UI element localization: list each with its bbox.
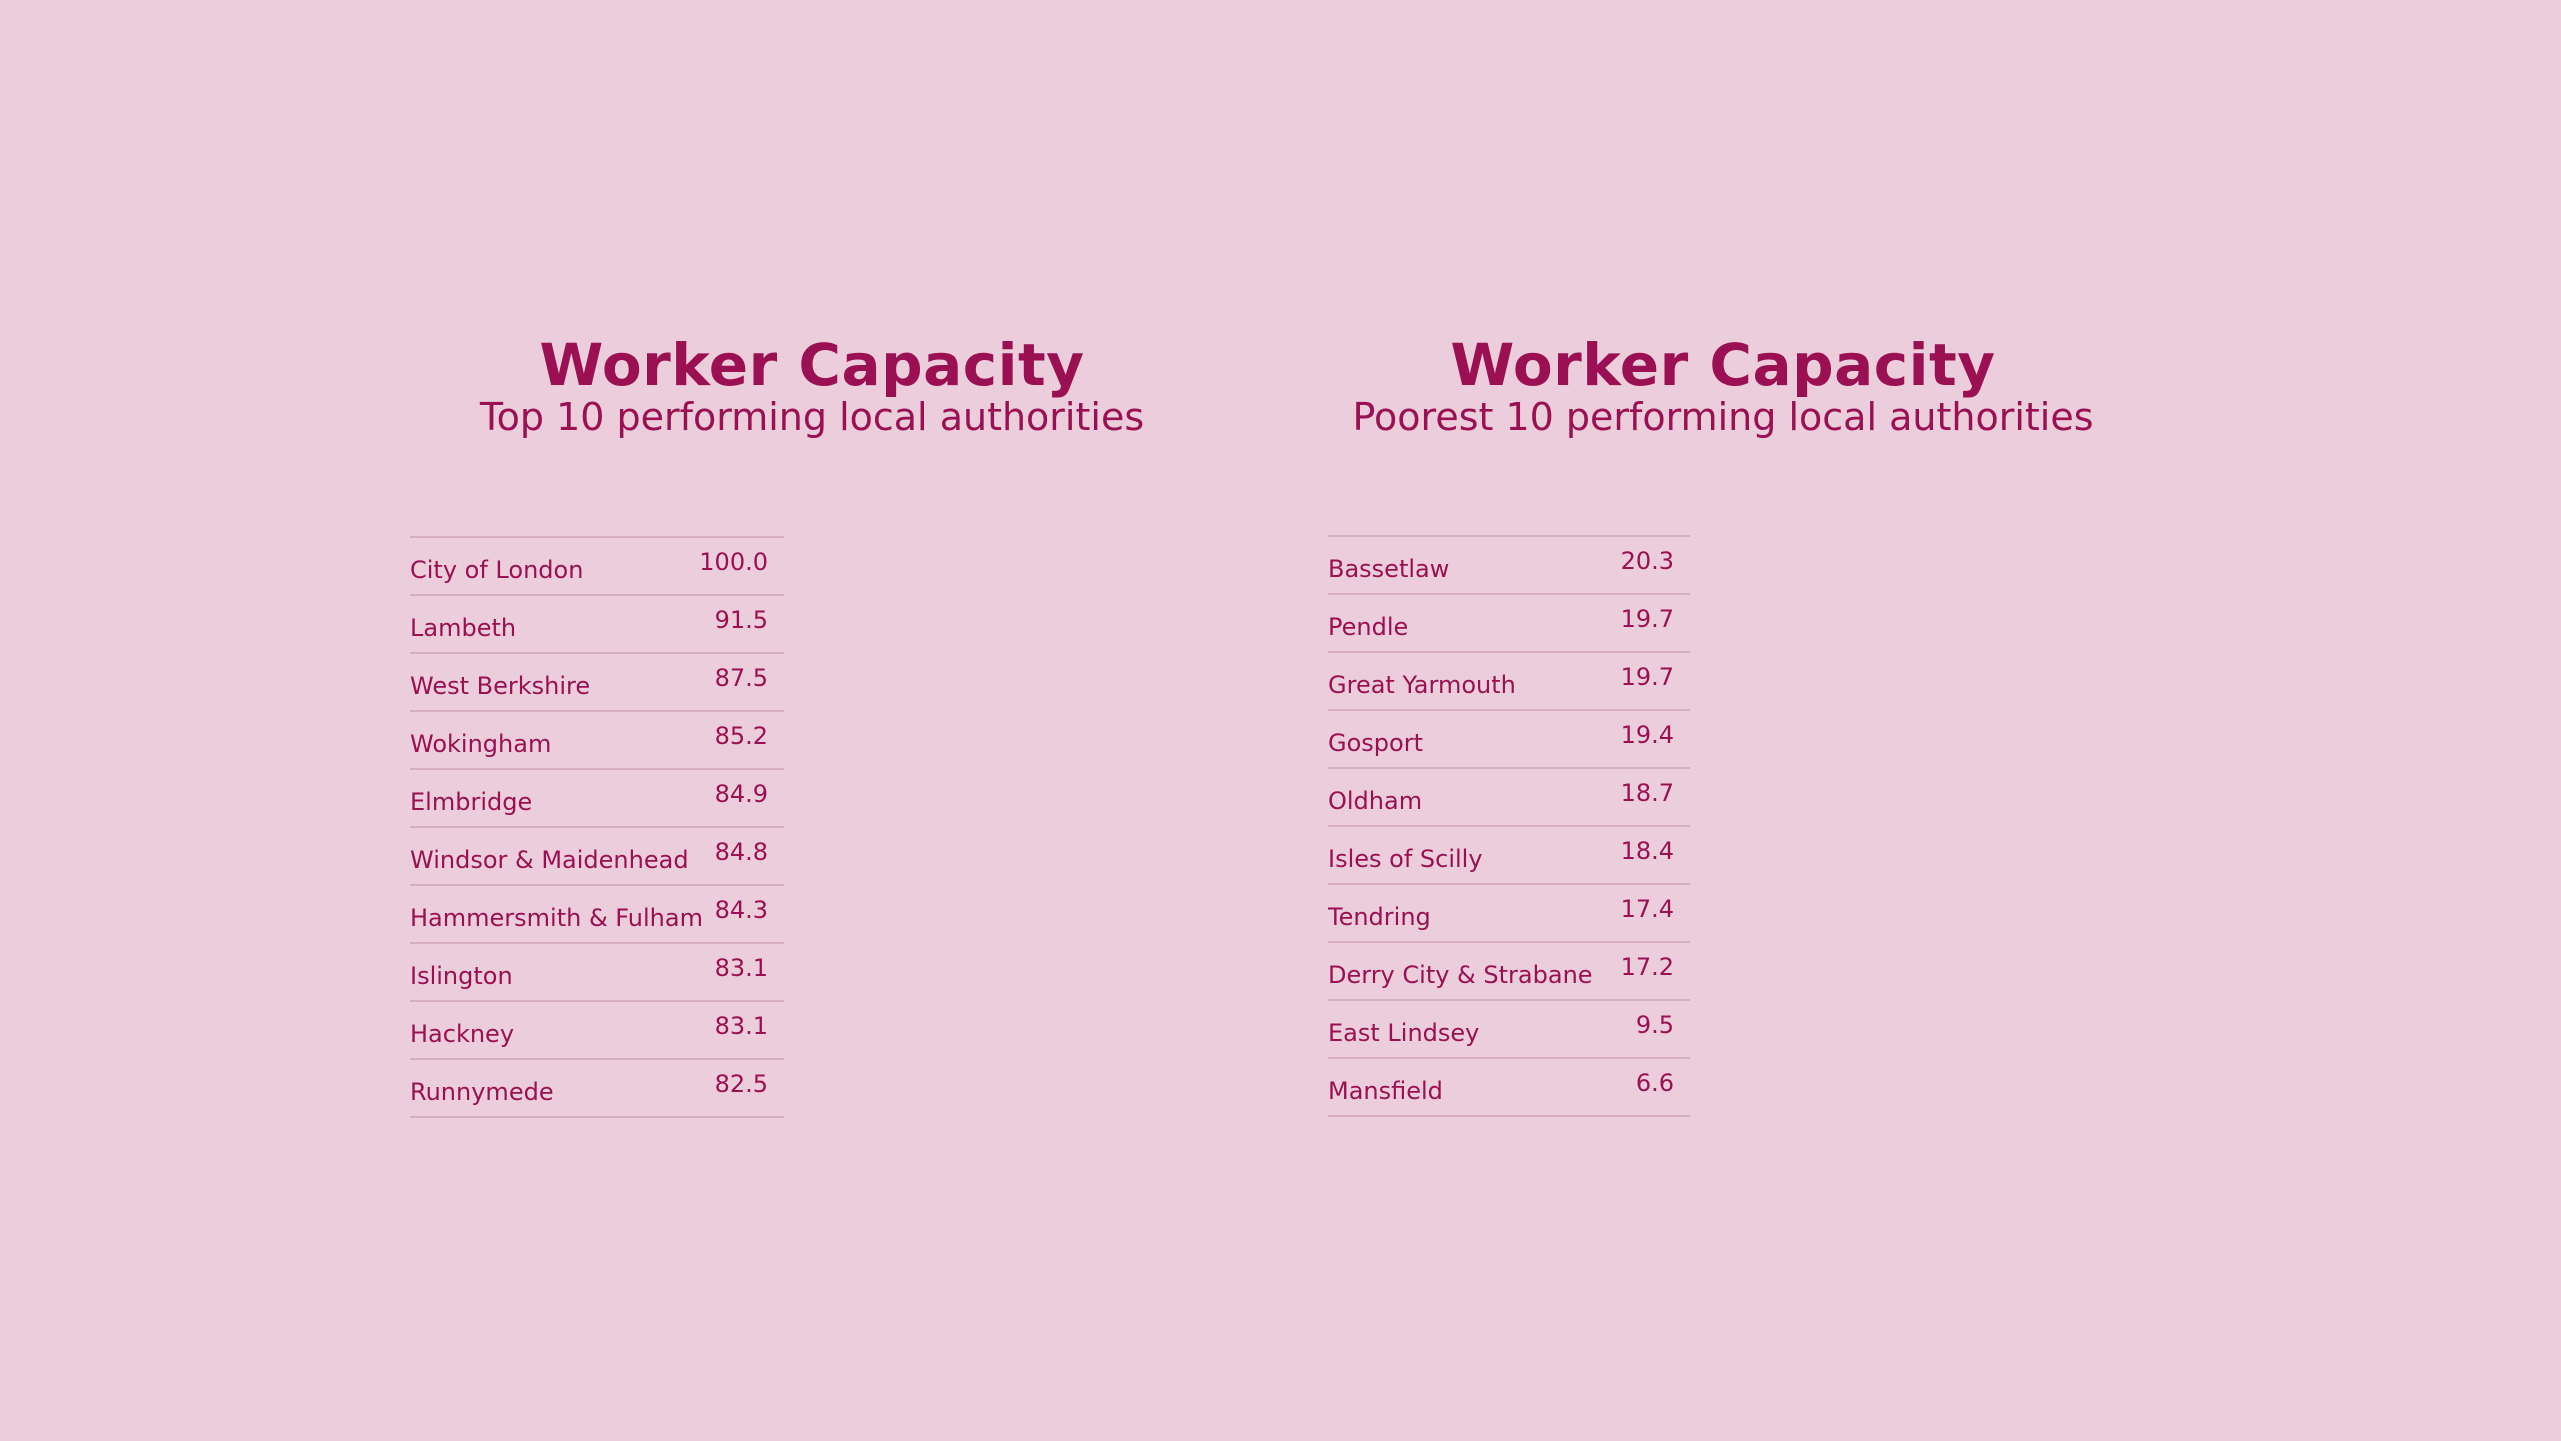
capacity-value: 100.0 — [699, 548, 768, 576]
capacity-value: 19.4 — [1620, 721, 1674, 749]
table-row: Hammersmith & Fulham 84.3 — [410, 886, 784, 944]
capacity-value: 91.5 — [714, 606, 768, 634]
authority-name: Oldham — [1328, 787, 1423, 815]
authority-name: Runnymede — [410, 1078, 554, 1106]
table-row: Pendle 19.7 — [1328, 595, 1690, 653]
capacity-value: 18.7 — [1620, 779, 1674, 807]
table-row: Gosport 19.4 — [1328, 711, 1690, 769]
authority-name: Pendle — [1328, 613, 1409, 641]
authority-name: Tendring — [1328, 903, 1431, 931]
capacity-value: 82.5 — [714, 1070, 768, 1098]
authority-name: Mansfield — [1328, 1077, 1443, 1105]
capacity-value: 17.4 — [1620, 895, 1674, 923]
poorest-10-subtitle: Poorest 10 performing local authorities — [1352, 395, 2094, 439]
capacity-value: 20.3 — [1620, 547, 1674, 575]
poorest-10-title: Worker Capacity — [1450, 331, 1996, 399]
top-10-title: Worker Capacity — [539, 331, 1085, 399]
capacity-value: 19.7 — [1620, 605, 1674, 633]
capacity-value: 85.2 — [714, 722, 768, 750]
authority-name: Hackney — [410, 1020, 515, 1048]
capacity-value: 9.5 — [1635, 1011, 1674, 1039]
poorest-10-header: Worker Capacity Poorest 10 performing lo… — [1273, 330, 2173, 440]
authority-name: City of London — [410, 556, 584, 584]
top-10-table: City of London 100.0 Lambeth 91.5 West Ber… — [410, 536, 784, 1118]
table-row: Great Yarmouth 19.7 — [1328, 653, 1690, 711]
authority-name: West Berkshire — [410, 672, 591, 700]
top-10-header: Worker Capacity Top 10 performing local … — [362, 330, 1262, 440]
table-row: Runnymede 82.5 — [410, 1060, 784, 1118]
table-row: East Lindsey 9.5 — [1328, 1001, 1690, 1059]
table-row: West Berkshire 87.5 — [410, 654, 784, 712]
authority-name: Great Yarmouth — [1328, 671, 1516, 699]
capacity-value: 83.1 — [714, 1012, 768, 1040]
table-row: Hackney 83.1 — [410, 1002, 784, 1060]
table-row: Windsor & Maidenhead 84.8 — [410, 828, 784, 886]
authority-name: Lambeth — [410, 614, 517, 642]
table-row: Oldham 18.7 — [1328, 769, 1690, 827]
authority-name: Elmbridge — [410, 788, 533, 816]
authority-name: Wokingham — [410, 730, 552, 758]
authority-name: Bassetlaw — [1328, 555, 1450, 583]
authority-name: Windsor & Maidenhead — [410, 846, 689, 874]
table-row: Elmbridge 84.9 — [410, 770, 784, 828]
poorest-10-table: Bassetlaw 20.3 Pendle 19.7 Great Yarmouth 1… — [1328, 535, 1690, 1117]
capacity-value: 83.1 — [714, 954, 768, 982]
table-row: City of London 100.0 — [410, 538, 784, 596]
table-row: Derry City & Strabane 17.2 — [1328, 943, 1690, 1001]
capacity-value: 6.6 — [1635, 1069, 1674, 1097]
authority-name: Derry City & Strabane — [1328, 961, 1593, 989]
capacity-value: 19.7 — [1620, 663, 1674, 691]
table-row: Islington 83.1 — [410, 944, 784, 1002]
authority-name: Hammersmith & Fulham — [410, 904, 703, 932]
table-row: Isles of Scilly 18.4 — [1328, 827, 1690, 885]
table-row: Bassetlaw 20.3 — [1328, 537, 1690, 595]
table-row: Wokingham 85.2 — [410, 712, 784, 770]
capacity-value: 17.2 — [1620, 953, 1674, 981]
table-row: Tendring 17.4 — [1328, 885, 1690, 943]
capacity-value: 87.5 — [714, 664, 768, 692]
capacity-value: 18.4 — [1620, 837, 1674, 865]
capacity-value: 84.8 — [714, 838, 768, 866]
authority-name: East Lindsey — [1328, 1019, 1480, 1047]
capacity-value: 84.3 — [714, 896, 768, 924]
authority-name: Gosport — [1328, 729, 1423, 757]
capacity-value: 84.9 — [714, 780, 768, 808]
authority-name: Isles of Scilly — [1328, 845, 1483, 873]
top-10-subtitle: Top 10 performing local authorities — [479, 395, 1145, 439]
table-row: Mansfield 6.6 — [1328, 1059, 1690, 1117]
table-row: Lambeth 91.5 — [410, 596, 784, 654]
authority-name: Islington — [410, 962, 513, 990]
